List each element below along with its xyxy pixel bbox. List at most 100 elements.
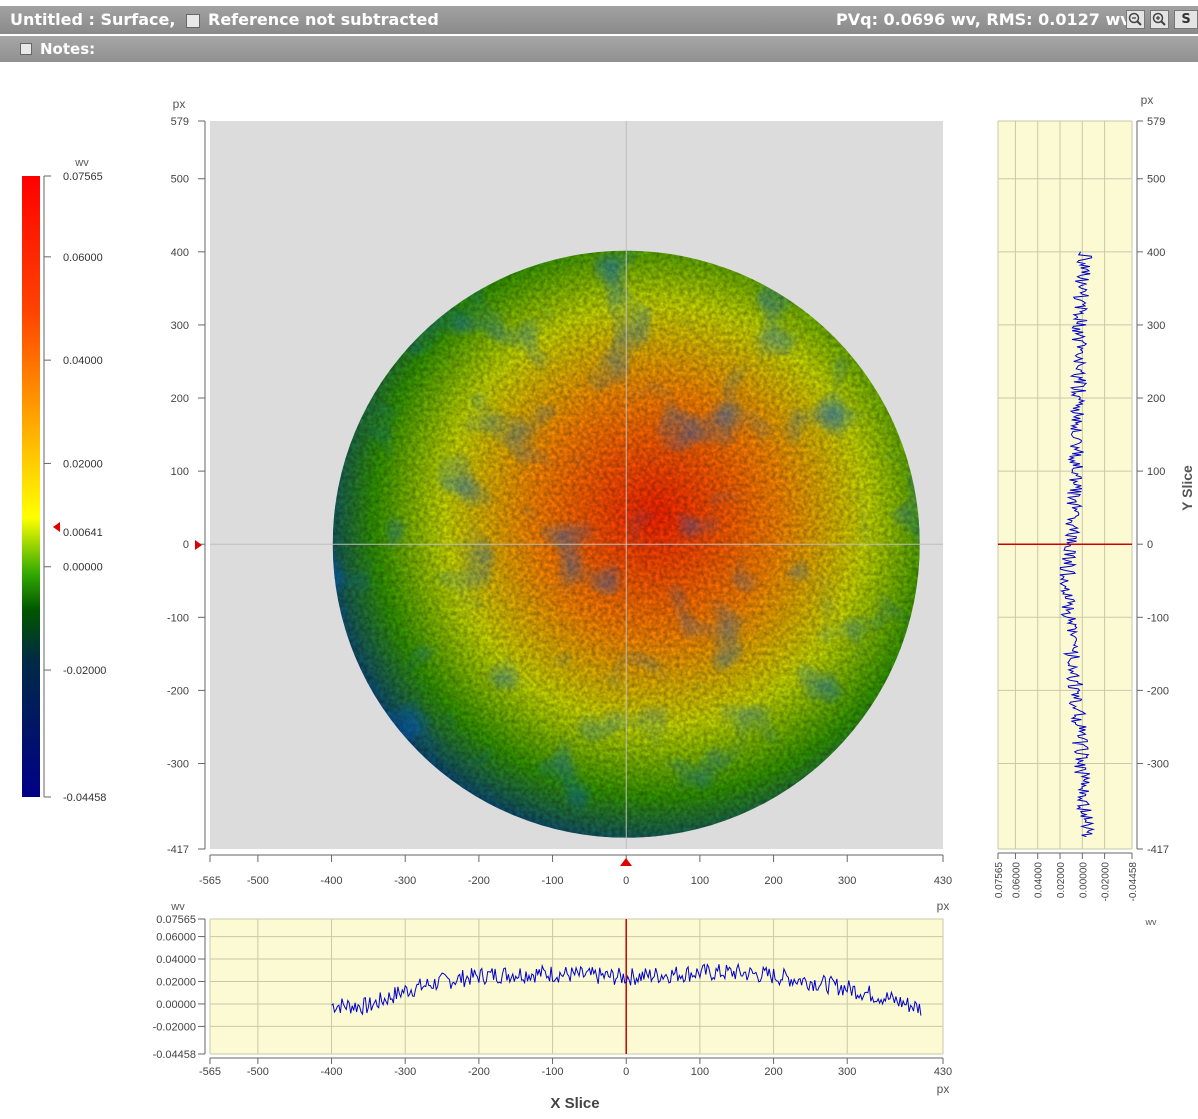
colorbar-tick-label: 0.07565 xyxy=(63,171,103,183)
map-y-tick-label: 500 xyxy=(171,174,189,186)
x-slice-title: X Slice xyxy=(550,1095,599,1112)
y-slice-value-tick-label: 0.02000 xyxy=(1056,862,1067,899)
colorbar-tick-label: -0.04458 xyxy=(63,792,106,804)
map-x-tick-label: -100 xyxy=(542,875,564,887)
y-slice-y-tick-label: 100 xyxy=(1147,466,1165,478)
map-y-ticks: 579 500 400 300 200 100 0 -100 -200 -300 -417 xyxy=(167,116,205,856)
map-x-tick-label: 300 xyxy=(838,875,856,887)
zoom-in-icon xyxy=(1152,12,1166,26)
x-slice-background xyxy=(210,919,943,1054)
y-slice-value-tick-label: -0.02000 xyxy=(1101,862,1112,902)
x-slice-x-unit: px xyxy=(937,1082,950,1096)
reference-label: Reference not subtracted xyxy=(208,10,439,29)
y-slice-y-tick-label: 300 xyxy=(1147,320,1165,332)
row-marker-icon[interactable] xyxy=(195,540,202,550)
y-slice-value-tick-label: 0.06000 xyxy=(1011,862,1022,899)
colorbar-tick-label: 0.04000 xyxy=(63,355,103,367)
notes-checkbox[interactable] xyxy=(20,43,32,55)
y-slice-value-tick-label: 0.04000 xyxy=(1034,862,1045,899)
map-y-tick-label: 0 xyxy=(183,539,189,551)
colorbar: wv 0.07565 0.06000 0.04000 0.02000 0.00000 -0… xyxy=(22,157,106,804)
y-slice-y-tick-label: -200 xyxy=(1147,685,1169,697)
map-x-tick-label: -565 xyxy=(199,875,221,887)
y-slice-value-ticks: 0.07565 0.06000 0.04000 0.02000 0.00000 -0.02… xyxy=(994,853,1139,901)
y-slice-profile-line xyxy=(1059,251,1096,838)
y-slice-panel: px wv 579 500 400 300 200 100 0 -100 -200 -300 -41… xyxy=(994,93,1195,927)
x-slice-y-tick-label: 0.02000 xyxy=(156,976,196,988)
map-y-tick-label: -417 xyxy=(167,844,189,856)
map-x-tick-label: 0 xyxy=(623,875,629,887)
map-y-tick-label: 579 xyxy=(171,116,189,128)
x-slice-x-tick-label: -100 xyxy=(542,1066,564,1078)
y-slice-value-unit: wv xyxy=(1145,917,1157,927)
map-y-unit: px xyxy=(173,97,186,111)
map-y-tick-label: 400 xyxy=(171,247,189,259)
y-slice-y-ticks: 579 500 400 300 200 100 0 -100 -200 -300 -417 xyxy=(1137,116,1169,856)
map-y-tick-label: 100 xyxy=(171,466,189,478)
map-x-tick-label: -300 xyxy=(394,875,416,887)
map-x-tick-label: 200 xyxy=(764,875,782,887)
map-y-tick-label: 300 xyxy=(171,320,189,332)
colorbar-tick-label: 0.00000 xyxy=(63,562,103,574)
y-slice-title: Y Slice xyxy=(1179,465,1195,511)
colorbar-ticks: 0.07565 0.06000 0.04000 0.02000 0.00000 -0.02… xyxy=(44,171,106,804)
x-slice-y-tick-label: 0.00000 xyxy=(156,999,196,1011)
y-slice-grid xyxy=(997,120,1133,850)
map-x-ticks: -565 -500 -400 -300 -200 -100 0 100 200 300 430 xyxy=(199,855,952,887)
x-slice-y-ticks: 0.07565 0.06000 0.04000 0.02000 0.00000 -0.02… xyxy=(153,914,205,1061)
map-x-tick-label: -400 xyxy=(321,875,343,887)
colorbar-tick-label: 0.06000 xyxy=(63,252,103,264)
x-slice-x-tick-label: 300 xyxy=(838,1066,856,1078)
colorbar-tick-label: 0.02000 xyxy=(63,458,103,470)
x-slice-profile-line xyxy=(331,962,922,1016)
map-y-tick-label: -300 xyxy=(167,758,189,770)
x-slice-x-tick-label: -565 xyxy=(199,1066,221,1078)
column-marker-icon[interactable] xyxy=(620,858,632,866)
x-slice-x-tick-label: 200 xyxy=(764,1066,782,1078)
x-slice-y-tick-label: 0.07565 xyxy=(156,914,196,926)
x-slice-x-unit-top: px xyxy=(937,899,950,913)
map-x-tick-label: 430 xyxy=(934,875,952,887)
x-slice-y-tick-label: 0.04000 xyxy=(156,954,196,966)
colorbar-unit: wv xyxy=(74,157,89,169)
map-y-tick-label: 200 xyxy=(171,393,189,405)
y-slice-value-tick-label: 0.07565 xyxy=(994,862,1005,899)
colorbar-gradient xyxy=(22,176,40,797)
x-slice-x-ticks: -565 -500 -400 -300 -200 -100 0 100 200 300 430 xyxy=(199,1058,952,1078)
y-slice-y-tick-label: 400 xyxy=(1147,247,1165,259)
y-slice-value-tick-label: -0.04458 xyxy=(1128,862,1139,902)
y-slice-y-tick-label: 579 xyxy=(1147,116,1165,128)
notes-label: Notes: xyxy=(40,40,96,58)
colorbar-marker-icon[interactable] xyxy=(53,522,60,532)
x-slice-x-tick-label: -400 xyxy=(321,1066,343,1078)
y-slice-y-tick-label: 200 xyxy=(1147,393,1165,405)
zoom-in-button[interactable] xyxy=(1150,10,1169,29)
x-slice-x-tick-label: 0 xyxy=(623,1066,629,1078)
map-x-tick-label: 100 xyxy=(691,875,709,887)
y-slice-y-tick-label: -300 xyxy=(1147,758,1169,770)
y-slice-background xyxy=(998,121,1132,849)
y-slice-y-tick-label: -100 xyxy=(1147,612,1169,624)
x-slice-x-tick-label: 100 xyxy=(691,1066,709,1078)
notes-bar: Notes: xyxy=(0,36,1198,62)
title-bar: Untitled : Surface, Reference not subtra… xyxy=(0,6,1198,34)
map-x-tick-label: -200 xyxy=(468,875,490,887)
surface-map: px 579 500 400 300 200 100 0 -100 -200 -300 -417 -… xyxy=(167,97,952,887)
zoom-out-icon xyxy=(1128,12,1142,26)
zoom-out-button[interactable] xyxy=(1126,10,1145,29)
x-slice-y-unit: wv xyxy=(170,901,185,913)
map-x-tick-label: -500 xyxy=(247,875,269,887)
x-slice-y-tick-label: 0.06000 xyxy=(156,932,196,944)
x-slice-x-tick-label: -300 xyxy=(394,1066,416,1078)
y-slice-y-tick-label: -417 xyxy=(1147,844,1169,856)
window-title: Untitled : Surface, xyxy=(10,10,176,29)
colorbar-tick-label: -0.02000 xyxy=(63,665,106,677)
y-slice-y-tick-label: 0 xyxy=(1147,539,1153,551)
x-slice-x-tick-label: -500 xyxy=(247,1066,269,1078)
y-slice-y-unit: px xyxy=(1141,93,1154,107)
x-slice-y-tick-label: -0.02000 xyxy=(153,1021,196,1033)
x-slice-y-tick-label: -0.04458 xyxy=(153,1049,196,1061)
reference-checkbox[interactable] xyxy=(186,14,200,28)
map-y-tick-label: -200 xyxy=(167,685,189,697)
